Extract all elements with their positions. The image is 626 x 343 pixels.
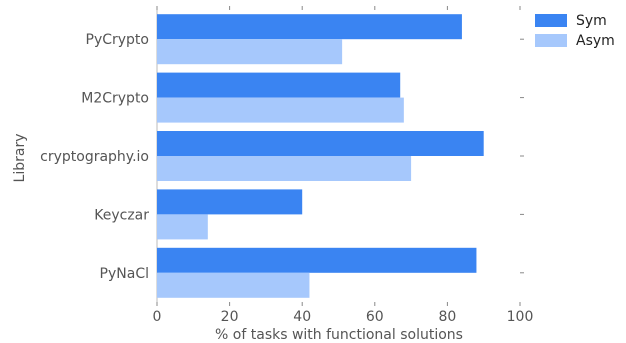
x-tick-label: 80 — [438, 309, 456, 325]
y-tick-label: M2Crypto — [81, 91, 149, 107]
bar-sym-cryptography-io — [157, 131, 484, 156]
y-axis-ticks: PyCrypto M2Crypto cryptography.io Keyczar Py… — [40, 32, 524, 282]
y-tick-label: PyNaCl — [100, 266, 149, 282]
bar-asym-pycrypto — [157, 39, 343, 65]
bar-asym-m2crypto — [157, 97, 404, 123]
x-tick-label: 0 — [153, 309, 162, 325]
x-axis-ticks: 0 20 40 60 80 100 — [153, 6, 534, 325]
y-tick-label: Keyczar — [94, 207, 149, 223]
y-axis-label: Library — [12, 134, 28, 183]
legend: Sym Asym — [535, 13, 615, 49]
legend-swatch-sym — [535, 14, 567, 27]
x-tick-label: 100 — [507, 309, 534, 325]
bar-sym-pycrypto — [157, 14, 462, 40]
x-axis-label: % of tasks with functional solutions — [215, 327, 463, 343]
bar-sym-pynacl — [157, 247, 477, 273]
bar-asym-keyczar — [157, 214, 208, 240]
y-tick-label: cryptography.io — [40, 149, 149, 165]
bar-asym-pynacl — [157, 272, 310, 298]
legend-label-asym: Asym — [576, 33, 615, 49]
y-tick-label: PyCrypto — [86, 32, 150, 48]
legend-label-sym: Sym — [576, 13, 607, 29]
bar-sym-keyczar — [157, 189, 303, 215]
bar-asym-cryptography-io — [157, 156, 412, 181]
x-tick-label: 60 — [366, 309, 384, 325]
x-tick-label: 20 — [221, 309, 239, 325]
bars-group — [157, 14, 484, 298]
legend-swatch-asym — [535, 34, 567, 47]
x-tick-label: 40 — [293, 309, 311, 325]
bar-sym-m2crypto — [157, 72, 401, 98]
